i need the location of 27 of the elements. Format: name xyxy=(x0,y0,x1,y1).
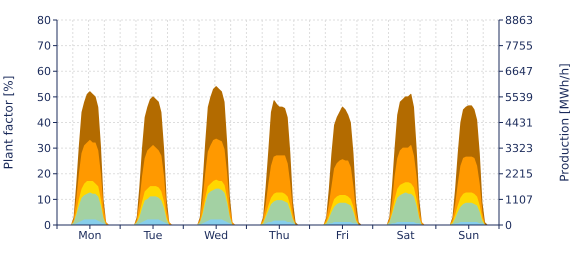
y2-axis-title: Production [MWh/h] xyxy=(557,63,570,182)
y-tick-label: 0 xyxy=(44,218,51,232)
y-tick-label: 70 xyxy=(37,40,51,53)
x-tick-label: Wed xyxy=(204,228,228,242)
y-tick-label: 20 xyxy=(37,168,51,181)
x-tick-label: Sat xyxy=(396,228,416,242)
x-tick-label: Fri xyxy=(336,228,350,242)
y2-tick-label: 4431 xyxy=(505,116,533,130)
x-tick-label: Sun xyxy=(458,228,480,242)
x-tick-label: Thu xyxy=(268,228,290,242)
y-axis-title: Plant factor [%] xyxy=(1,76,16,170)
y2-tick-label: 7755 xyxy=(505,40,533,53)
y-tick-label: 40 xyxy=(37,116,51,130)
y-tick-label: 10 xyxy=(37,193,51,206)
y-tick-label: 30 xyxy=(37,142,51,156)
y2-tick-label: 3323 xyxy=(505,142,533,156)
y2-tick-label: 5539 xyxy=(505,90,533,104)
y2-tick-label: 6647 xyxy=(505,65,533,78)
y2-tick-label: 0 xyxy=(505,218,512,232)
y2-tick-label: 2215 xyxy=(505,168,533,181)
y2-tick-label: 1107 xyxy=(505,193,533,206)
y-tick-label: 50 xyxy=(37,90,51,104)
y2-tick-label: 8863 xyxy=(505,14,533,27)
y-tick-label: 60 xyxy=(37,65,51,78)
x-tick-label: Mon xyxy=(78,228,102,242)
y-tick-label: 80 xyxy=(37,14,51,27)
x-tick-label: Tue xyxy=(142,228,163,242)
